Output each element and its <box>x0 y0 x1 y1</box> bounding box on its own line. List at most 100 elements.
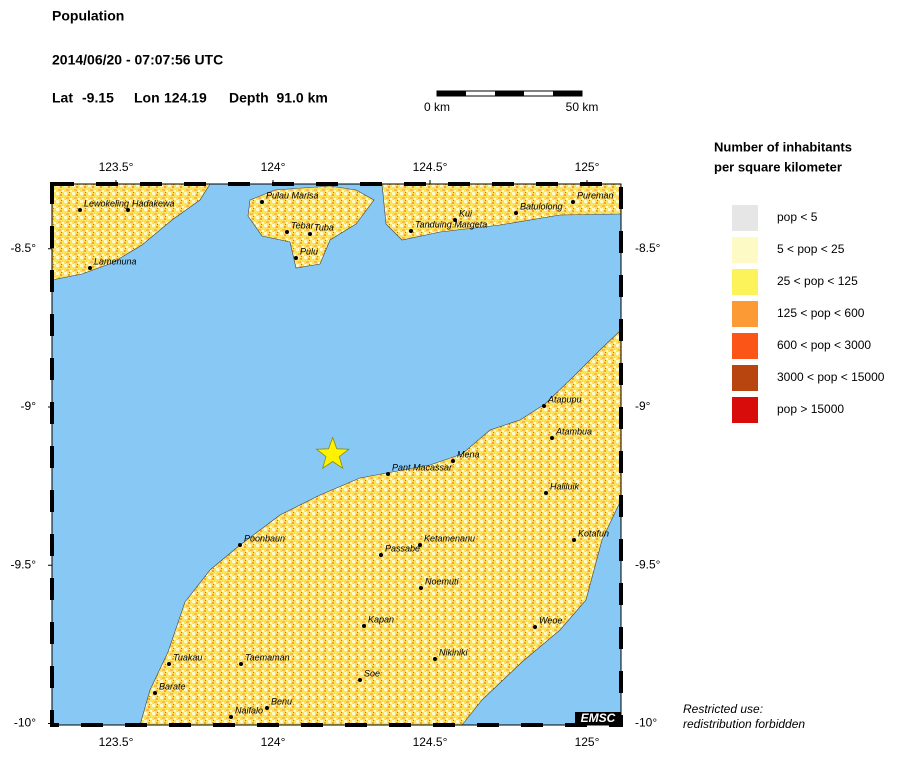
city-dot <box>419 586 423 590</box>
lat-tick-label: -8.5° <box>635 241 661 255</box>
city-dot <box>542 404 546 408</box>
city-label: Haliluik <box>550 481 580 491</box>
city-dot <box>239 662 243 666</box>
epicenter-star <box>315 436 350 470</box>
lon-tick-label: 124.5° <box>413 160 448 174</box>
city-label: Pulu <box>300 246 318 256</box>
city-dot <box>544 491 548 495</box>
legend-title: Number of inhabitants <box>714 139 852 154</box>
city-dot <box>514 211 518 215</box>
city-label: Mena <box>457 449 480 459</box>
legend-swatch <box>732 205 758 231</box>
city-label: Atapupu <box>547 394 582 404</box>
city-label: Naifalo <box>235 705 263 715</box>
emsc-badge: EMSC <box>581 711 616 725</box>
city-dot <box>451 459 455 463</box>
city-label: Nikiniki <box>439 647 469 657</box>
legend-swatch <box>732 333 758 359</box>
city-dot <box>379 553 383 557</box>
lon-tick-label: 124° <box>261 735 286 749</box>
city-label: Batulolong <box>520 201 563 211</box>
city-label: Tuba <box>314 222 334 232</box>
lat-tick-label: -9° <box>635 399 651 413</box>
city-label: Lewokeling <box>84 198 129 208</box>
lon-tick-label: 125° <box>575 160 600 174</box>
lon-tick-label: 123.5° <box>99 160 134 174</box>
city-dot <box>362 624 366 628</box>
city-dot <box>533 625 537 629</box>
city-label: Pureman <box>577 190 614 200</box>
scale-start: 0 km <box>424 100 450 114</box>
legend-label: 25 < pop < 125 <box>777 274 858 288</box>
city-label: Taemaman <box>245 652 290 662</box>
city-dot <box>294 256 298 260</box>
lat-tick-label: -8.5° <box>11 241 37 255</box>
city-dot <box>167 662 171 666</box>
legend-swatch <box>732 365 758 391</box>
lon-value: 124.19 <box>164 90 207 106</box>
legend-title: per square kilometer <box>714 159 842 174</box>
legend-swatch <box>732 397 758 423</box>
city-label: Poonbaun <box>244 533 285 543</box>
city-dot <box>238 543 242 547</box>
city-label: Noemuti <box>425 576 460 586</box>
lon-label: Lon <box>134 90 160 106</box>
lon-tick-label: 125° <box>575 735 600 749</box>
city-dot <box>418 543 422 547</box>
city-dot <box>453 218 457 222</box>
lat-tick-label: -10° <box>14 716 36 730</box>
city-dot <box>126 208 130 212</box>
city-dot <box>78 208 82 212</box>
city-label: Kui <box>459 208 473 218</box>
footer-line: Restricted use: <box>683 702 763 716</box>
legend-swatch <box>732 269 758 295</box>
city-dot <box>260 200 264 204</box>
title: Population <box>52 8 124 24</box>
city-label: Passabe <box>385 543 420 553</box>
city-dot <box>153 691 157 695</box>
datetime: 2014/06/20 - 07:07:56 UTC <box>52 52 223 68</box>
legend-label: 3000 < pop < 15000 <box>777 370 885 384</box>
city-label: Soe <box>364 668 380 678</box>
city-dot <box>409 229 413 233</box>
scale-end: 50 km <box>566 100 599 114</box>
lat-tick-label: -10° <box>635 716 657 730</box>
city-label: Atambua <box>555 426 592 436</box>
legend-label: 600 < pop < 3000 <box>777 338 871 352</box>
city-dot <box>358 678 362 682</box>
city-label: Tuakau <box>173 652 202 662</box>
city-dot <box>285 230 289 234</box>
city-label: Lamenuna <box>94 256 137 266</box>
legend-swatch <box>732 237 758 263</box>
city-label: Barate <box>159 681 186 691</box>
lat-tick-label: -9° <box>21 399 37 413</box>
city-dot <box>433 657 437 661</box>
scale-bar <box>436 90 583 97</box>
lat-tick-label: -9.5° <box>11 557 37 571</box>
lon-tick-label: 124.5° <box>413 735 448 749</box>
city-label: Tanduing Margeta <box>415 219 487 229</box>
city-label: Hadakewa <box>132 198 175 208</box>
legend-label: 125 < pop < 600 <box>777 306 865 320</box>
legend-label: pop > 15000 <box>777 402 844 416</box>
lon-tick-label: 124° <box>261 160 286 174</box>
lat-tick-label: -9.5° <box>635 557 661 571</box>
city-label: Pant Macassar <box>392 462 453 472</box>
city-label: Weoe <box>539 615 562 625</box>
legend-label: 5 < pop < 25 <box>777 242 845 256</box>
city-dot <box>88 266 92 270</box>
legend-label: pop < 5 <box>777 210 818 224</box>
city-dot <box>308 232 312 236</box>
city-label: Kotafun <box>578 528 609 538</box>
city-label: Tebar <box>291 220 315 230</box>
city-label: Pulau Marisa <box>266 190 319 200</box>
city-dot <box>386 472 390 476</box>
city-label: Kapan <box>368 614 394 624</box>
city-dot <box>550 436 554 440</box>
city-label: Benu <box>271 696 292 706</box>
city-dot <box>229 715 233 719</box>
lat-label: Lat <box>52 90 73 106</box>
city-dot <box>265 706 269 710</box>
